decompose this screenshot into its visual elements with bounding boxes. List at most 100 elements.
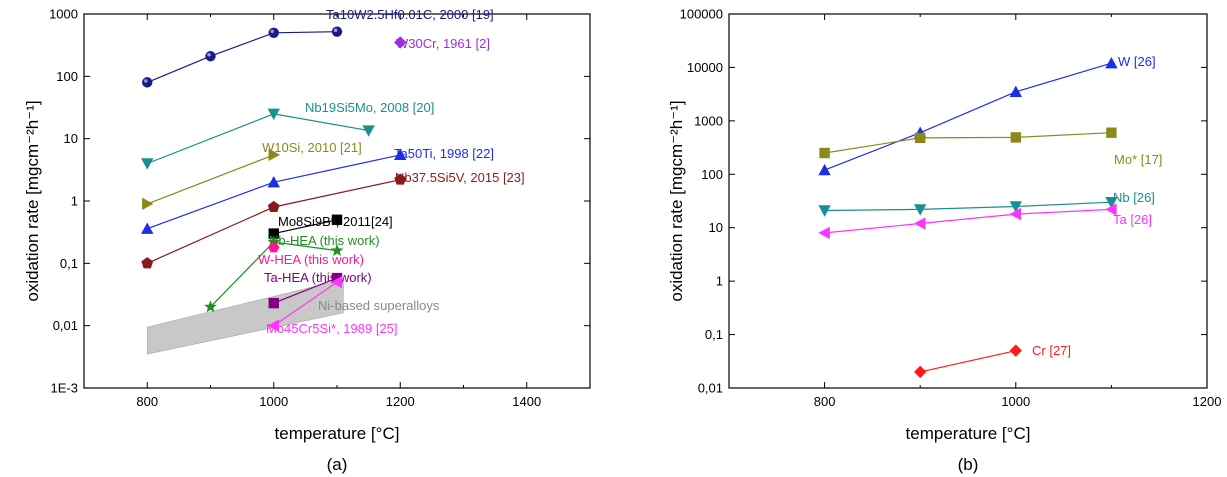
- panel-a-series-line-w10si-2010-21: [147, 154, 275, 205]
- panel-b-y-tick-label: 100000: [680, 7, 723, 22]
- panel-a-point-mo8si9b-2011-24-0: [268, 228, 279, 239]
- panel-a-point-ta-hea-this-work-0: [268, 297, 279, 309]
- panel-a-y-tick-label: 0,1: [60, 256, 78, 271]
- panel-a-band-label: Ni-based superalloys: [318, 298, 440, 313]
- panel-a-point-ta10w2-5hf0-01c-2000-19-3-highlight: [333, 28, 338, 33]
- panel-b-series-line-mo-17: [824, 132, 1112, 154]
- panel-a-series-mo45cr5si-1989-25: Mo45Cr5Si*, 1989 [25]: [266, 275, 398, 336]
- panel-b-point-mo-17-2: [1010, 132, 1021, 143]
- panel-b-point-cr-27-1: [1009, 344, 1022, 357]
- panel-b-series-mo-17: Mo* [17]: [819, 127, 1162, 167]
- panel-a-series-nb37-5si5v-2015-23: Nb37.5Si5V, 2015 [23]: [141, 170, 525, 269]
- panel-a-point-w30cr-1961-2-0: [394, 36, 407, 49]
- panel-b-x-axis-title: temperature [°C]: [906, 424, 1031, 443]
- panel-a-series-w-hea-this-work: W-HEA (this work): [258, 242, 364, 267]
- panel-a-series-label-nb19si5mo-2008-20: Nb19Si5Mo, 2008 [20]: [305, 100, 434, 115]
- panel-a-series-line-nb19si5mo-2008-20: [147, 113, 369, 165]
- panel-b-y-tick-label: 0,1: [705, 327, 723, 342]
- panel-a-series-ta50ti-1998-22: Ta50Ti, 1998 [22]: [141, 146, 494, 234]
- panel-a-series-label-w10si-2010-21: W10Si, 2010 [21]: [262, 140, 362, 155]
- panel-a-y-tick-label: 10: [64, 131, 78, 146]
- panel-a-series-w10si-2010-21: W10Si, 2010 [21]: [142, 140, 362, 211]
- panel-b-point-w-26-2: [1009, 85, 1022, 97]
- panel-a-label: (a): [327, 455, 348, 474]
- panel-a-series-line-mo45cr5si-1989-25: [273, 281, 338, 327]
- panel-a-series-line-ta10w2-5hf0-01c-2000-19: [147, 31, 338, 83]
- panel-b-series-label-nb-26: Nb [26]: [1113, 190, 1155, 205]
- panel-b-series-line-nb-26: [824, 201, 1112, 212]
- panel-a-series-line-ta-hea-this-work: [273, 277, 338, 304]
- panel-a-point-nb37-5si5v-2015-23-0: [141, 257, 154, 269]
- panel-b-point-mo-17-1: [915, 132, 926, 144]
- panel-b-point-nb-26-1: [914, 204, 927, 216]
- panel-b-series-nb-26: Nb [26]: [818, 190, 1155, 217]
- panel-a-series-w30cr-1961-2: W30Cr, 1961 [2]: [394, 36, 490, 51]
- panel-a-x-tick-label: 800: [136, 394, 158, 409]
- panel-b-point-ta-26-1: [914, 217, 926, 230]
- panel-b-series-label-ta-26: Ta [26]: [1113, 212, 1152, 227]
- panel-a-point-ta10w2-5hf0-01c-2000-19-3: [331, 26, 343, 37]
- panel-b-point-mo-17-0: [819, 147, 830, 159]
- panel-b-point-nb-26-2: [1009, 201, 1022, 213]
- panel-a-point-nb37-5si5v-2015-23-1: [267, 200, 280, 213]
- panel-b-point-ta-26-0: [818, 226, 830, 240]
- panel-a-series-ta-hea-this-work: Ta-HEA (this work): [264, 270, 372, 309]
- panel-b-y-tick-label: 10000: [687, 60, 723, 75]
- panel-a-point-ta50ti-1998-22-1: [267, 176, 280, 188]
- panel-b-y-tick-label: 10: [709, 220, 723, 235]
- panel-b-series-line-ta-26: [824, 208, 1112, 234]
- panel-b-point-w-26-3: [1105, 56, 1118, 69]
- panel-b-y-axis-title: oxidation rate [mgcm⁻²h⁻¹]: [667, 100, 686, 301]
- panel-a-y-tick-label: 0,01: [53, 318, 78, 333]
- panel-a-point-ta10w2-5hf0-01c-2000-19-2: [268, 27, 279, 38]
- panel-a-series-line-mo8si9b-2011-24: [273, 219, 338, 235]
- panel-b-series-label-w-26: W [26]: [1118, 54, 1156, 69]
- panel-b-point-ta-26-3: [1105, 203, 1117, 216]
- panel-b-series-line-w-26: [824, 62, 1112, 171]
- panel-a-series-label-w-hea-this-work: W-HEA (this work): [258, 252, 364, 267]
- panel-a-point-ta10w2-5hf0-01c-2000-19-2-highlight: [270, 29, 275, 34]
- panel-a-point-w10si-2010-21-1: [268, 148, 280, 162]
- panel-a-series-ta10w2-5hf0-01c-2000-19: Ta10W2.5Hf0.01C, 2000 [19]: [142, 7, 494, 88]
- panel-b-series-label-mo-17: Mo* [17]: [1114, 152, 1162, 167]
- panel-a-point-ta50ti-1998-22-2: [394, 148, 407, 161]
- panel-b-label: (b): [958, 455, 979, 474]
- panel-a-point-mo8si9b-2011-24-1: [331, 214, 343, 225]
- panel-a-series-label-ta10w2-5hf0-01c-2000-19: Ta10W2.5Hf0.01C, 2000 [19]: [326, 7, 494, 22]
- panel-a-series-label-w30cr-1961-2: W30Cr, 1961 [2]: [396, 36, 490, 51]
- panel-b-series-line-cr-27: [920, 350, 1016, 373]
- panel-a-series-label-nb37-5si5v-2015-23: Nb37.5Si5V, 2015 [23]: [395, 170, 525, 185]
- panel-a-point-nb-hea-this-work-2: [330, 243, 344, 257]
- panel-b-y-tick-label: 1000: [694, 113, 723, 128]
- panel-a-point-nb-hea-this-work-1: [267, 235, 281, 248]
- panel-a-point-nb19si5mo-2008-20-2: [362, 125, 375, 137]
- panel-a-point-ta10w2-5hf0-01c-2000-19-0-highlight: [143, 79, 148, 83]
- panel-a-point-nb-hea-this-work-0: [204, 300, 217, 313]
- panel-b-point-nb-26-3: [1105, 197, 1118, 209]
- panel-a-series-label-ta-hea-this-work: Ta-HEA (this work): [264, 270, 372, 285]
- panel-b-y-tick-label: 1: [716, 274, 723, 289]
- panel-a-series-label-nb-hea-this-work: Nb-HEA (this work): [269, 233, 380, 248]
- panel-b-point-mo-17-3: [1106, 127, 1117, 138]
- panel-b-series-label-cr-27: Cr [27]: [1032, 343, 1071, 358]
- panel-a-point-ta10w2-5hf0-01c-2000-19-1: [205, 51, 216, 62]
- panel-b-point-ta-26-2: [1009, 207, 1021, 221]
- panel-a-x-axis-title: temperature [°C]: [275, 424, 400, 443]
- chart-panel-a: Ni-based superalloys 800 1000 1200 1400 1E-3 0…: [23, 7, 591, 474]
- panel-b-y-tick-label: 0,01: [698, 381, 723, 396]
- panel-b-series-ta-26: Ta [26]: [818, 203, 1152, 240]
- panel-a-series-label-ta50ti-1998-22: Ta50Ti, 1998 [22]: [394, 146, 494, 161]
- panel-a-y-tick-label: 1: [71, 194, 78, 209]
- panel-a-point-ta10w2-5hf0-01c-2000-19-1-highlight: [207, 52, 211, 57]
- panel-a-point-ta10w2-5hf0-01c-2000-19-0: [142, 77, 153, 88]
- panel-a-point-mo45cr5si-1989-25-1: [330, 275, 343, 289]
- panel-a-point-ta-hea-this-work-1: [331, 272, 343, 284]
- panel-a-x-tick-label: 1200: [386, 394, 415, 409]
- panel-a-y-tick-label: 100: [56, 69, 78, 84]
- panel-a-y-axis-title: oxidation rate [mgcm⁻²h⁻¹]: [23, 100, 42, 301]
- panel-a-point-nb37-5si5v-2015-23-2: [394, 173, 407, 185]
- panel-a-point-w10si-2010-21-0: [142, 197, 154, 211]
- panel-a-x-tick-label: 1400: [512, 394, 541, 409]
- panel-a-y-tick-label: 1000: [49, 7, 78, 22]
